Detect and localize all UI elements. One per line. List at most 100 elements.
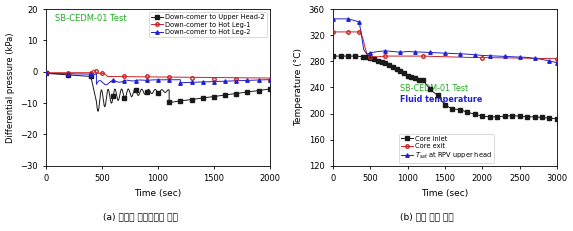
Down-comer to Hot Leg-2 [65, 72, 72, 75]
Core inlet [359, 55, 366, 58]
Line: Down-comer to Hot Leg-1: Down-comer to Hot Leg-1 [44, 69, 272, 81]
Legend: Core inlet, Core exit, $T_{sat}$ at RPV upper head: Core inlet, Core exit, $T_{sat}$ at RPV … [399, 134, 494, 162]
$T_{sat}$ at RPV upper head [356, 21, 363, 24]
Down-comer to Hot Leg-2 [132, 79, 139, 82]
Core inlet [329, 55, 336, 58]
Core inlet [524, 116, 531, 118]
Down-comer to Hot Leg-2 [244, 79, 251, 82]
Text: (b) 계통 유체 온도: (b) 계통 유체 온도 [400, 213, 454, 222]
Legend: Down-comer to Upper Head-2, Down-comer to Hot Leg-1, Down-comer to Hot Leg-2: Down-comer to Upper Head-2, Down-comer t… [149, 12, 266, 37]
Core inlet [371, 58, 378, 61]
Down-comer to Hot Leg-2 [42, 72, 49, 75]
Down-comer to Hot Leg-2 [210, 80, 217, 83]
Core inlet [434, 94, 441, 97]
$T_{sat}$ at RPV upper head [329, 18, 336, 20]
Down-comer to Upper Head-2 [222, 94, 229, 96]
Down-comer to Upper Head-2 [177, 100, 184, 102]
Line: Down-comer to Hot Leg-2: Down-comer to Hot Leg-2 [44, 72, 272, 85]
Down-comer to Hot Leg-1 [210, 77, 217, 80]
Line: Core inlet: Core inlet [331, 54, 559, 121]
Core inlet [554, 117, 560, 120]
Line: Core exit: Core exit [331, 30, 559, 61]
Core inlet [472, 113, 478, 116]
Core inlet [389, 66, 396, 69]
$T_{sat}$ at RPV upper head [344, 18, 351, 20]
$T_{sat}$ at RPV upper head [501, 55, 508, 58]
$T_{sat}$ at RPV upper head [472, 53, 478, 56]
Down-comer to Hot Leg-2 [199, 81, 206, 83]
Core exit [356, 30, 363, 33]
Down-comer to Upper Head-2 [143, 90, 150, 93]
$T_{sat}$ at RPV upper head [442, 52, 449, 55]
Down-comer to Hot Leg-2 [188, 81, 195, 84]
Down-comer to Hot Leg-1 [93, 70, 100, 73]
Down-comer to Upper Head-2 [42, 72, 49, 75]
Down-comer to Upper Head-2 [155, 91, 162, 94]
Core inlet [363, 56, 370, 59]
Core inlet [367, 57, 374, 59]
Down-comer to Hot Leg-2 [166, 78, 172, 81]
Down-comer to Upper Head-2 [65, 73, 72, 76]
Down-comer to Upper Head-2 [188, 98, 195, 101]
Down-comer to Hot Leg-1 [65, 72, 72, 74]
Line: Down-comer to Upper Head-2: Down-comer to Upper Head-2 [44, 72, 272, 104]
$T_{sat}$ at RPV upper head [382, 49, 388, 52]
Core inlet [374, 59, 381, 62]
Down-comer to Hot Leg-2 [155, 79, 162, 81]
Text: SB-CEDM-01 Test: SB-CEDM-01 Test [55, 14, 127, 23]
Core inlet [344, 55, 351, 58]
Core inlet [546, 117, 553, 119]
Down-comer to Hot Leg-1 [42, 71, 49, 74]
Core exit [344, 30, 351, 33]
Down-comer to Upper Head-2 [244, 91, 251, 93]
Core inlet [408, 76, 415, 78]
Down-comer to Hot Leg-2 [255, 79, 262, 81]
Core inlet [415, 78, 422, 81]
$T_{sat}$ at RPV upper head [554, 61, 560, 64]
Down-comer to Upper Head-2 [199, 97, 206, 99]
Down-comer to Upper Head-2 [233, 92, 240, 95]
Down-comer to Hot Leg-1 [99, 72, 105, 75]
Core inlet [419, 78, 426, 81]
$T_{sat}$ at RPV upper head [412, 50, 419, 53]
Core inlet [501, 115, 508, 118]
$T_{sat}$ at RPV upper head [531, 57, 538, 60]
Down-comer to Hot Leg-1 [166, 76, 172, 79]
Down-comer to Hot Leg-1 [266, 78, 273, 81]
Core exit [419, 55, 426, 58]
Core inlet [509, 114, 516, 117]
Core inlet [412, 77, 419, 80]
Text: Fluid temperature: Fluid temperature [401, 95, 482, 104]
X-axis label: Time (sec): Time (sec) [134, 189, 182, 198]
Core exit [367, 55, 374, 58]
Core inlet [352, 55, 359, 58]
Down-comer to Upper Head-2 [255, 89, 262, 92]
Core exit [554, 57, 560, 60]
Core inlet [457, 108, 464, 111]
$T_{sat}$ at RPV upper head [457, 52, 464, 55]
Down-comer to Hot Leg-2 [177, 81, 184, 84]
Down-comer to Hot Leg-1 [88, 72, 95, 75]
Down-comer to Upper Head-2 [166, 101, 172, 104]
Core inlet [494, 116, 501, 118]
Core inlet [427, 88, 434, 91]
Down-comer to Hot Leg-2 [110, 79, 117, 82]
$T_{sat}$ at RPV upper head [367, 52, 374, 54]
Core inlet [401, 72, 407, 74]
Down-comer to Hot Leg-1 [188, 77, 195, 79]
$T_{sat}$ at RPV upper head [397, 51, 404, 54]
Down-comer to Upper Head-2 [121, 97, 128, 99]
$T_{sat}$ at RPV upper head [427, 51, 434, 54]
Down-comer to Hot Leg-2 [88, 73, 95, 76]
Down-comer to Upper Head-2 [88, 75, 95, 78]
Core inlet [393, 68, 400, 70]
Core inlet [516, 115, 523, 118]
Core inlet [479, 115, 486, 118]
Core inlet [464, 111, 471, 114]
Down-comer to Hot Leg-2 [143, 79, 150, 82]
Down-comer to Hot Leg-2 [121, 79, 128, 82]
Line: $T_{sat}$ at RPV upper head: $T_{sat}$ at RPV upper head [331, 17, 559, 64]
Core inlet [405, 74, 411, 77]
Core inlet [337, 55, 344, 58]
Down-comer to Hot Leg-2 [266, 78, 273, 81]
